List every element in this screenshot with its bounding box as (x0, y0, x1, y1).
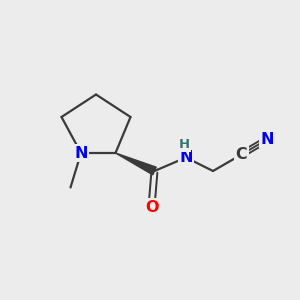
Text: C: C (236, 147, 247, 162)
Text: H: H (179, 138, 190, 152)
Text: N: N (74, 146, 88, 160)
Text: N: N (260, 132, 274, 147)
Polygon shape (116, 153, 156, 175)
Text: O: O (145, 200, 158, 214)
Text: N: N (179, 150, 193, 165)
